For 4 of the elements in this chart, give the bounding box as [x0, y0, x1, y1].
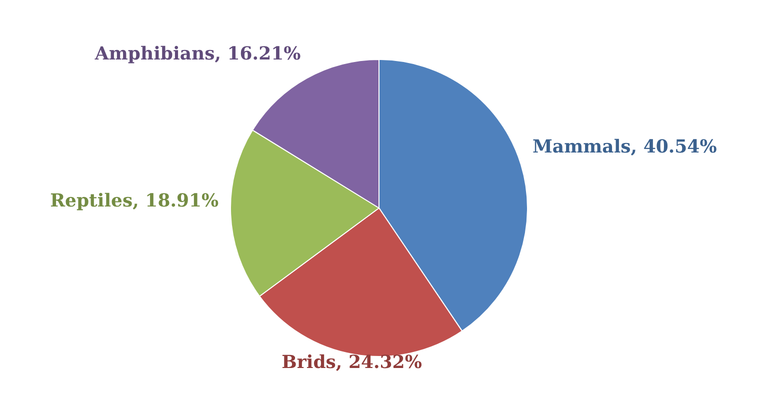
- slice-label: Reptiles, 18.91%: [50, 190, 219, 212]
- slice-label: Mammals, 40.54%: [532, 136, 717, 158]
- slice-label: Brids, 24.32%: [282, 352, 422, 373]
- slice-label: Amphibians, 16.21%: [94, 44, 301, 65]
